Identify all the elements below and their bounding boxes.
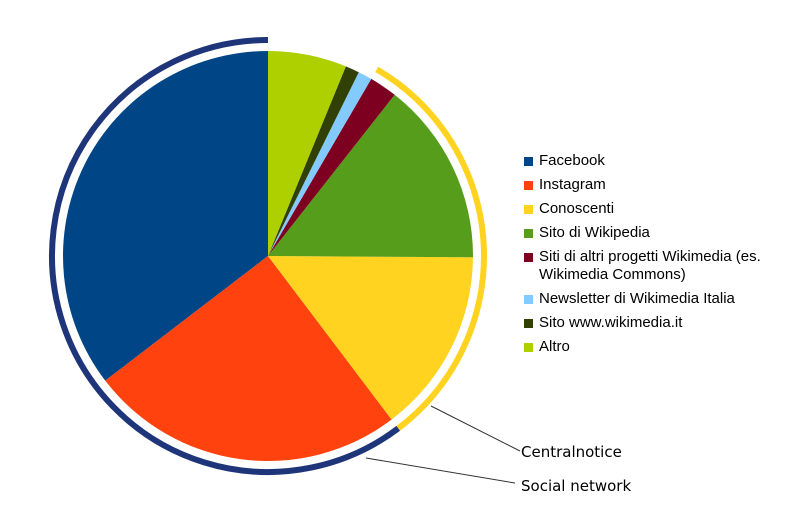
legend-swatch (524, 343, 533, 352)
legend-label: Conoscenti (539, 200, 615, 217)
pie-slices (62, 51, 473, 461)
legend-swatch (524, 229, 533, 238)
legend-swatch (524, 181, 533, 190)
legend-label: Altro (539, 338, 570, 355)
legend-item-facebook: Facebook (524, 152, 789, 170)
legend-swatch (524, 319, 533, 328)
social-network-leader-line (365, 457, 516, 484)
legend-swatch (524, 157, 533, 166)
centralnotice-label: Centralnotice (521, 443, 622, 461)
pie-slice-altro (268, 51, 346, 256)
group-arc-centralnotice (375, 66, 487, 431)
legend-label: Facebook (539, 152, 605, 169)
pie-slice-facebook (62, 51, 269, 381)
pie-slice-sito-www-wikimedia-it (268, 66, 359, 257)
legend-swatch (524, 253, 533, 262)
legend-label: Siti di altri progetti Wikimedia (es. Wi… (539, 248, 761, 283)
pie-slice-instagram (105, 256, 392, 461)
legend-label: Sito di Wikipedia (539, 224, 650, 241)
pie-slice-newsletter-di-wikimedia-italia (268, 72, 372, 256)
pie-slice-sito-di-wikipedia (268, 94, 473, 258)
legend-swatch (524, 295, 533, 304)
legend-label: Sito www.wikimedia.it (539, 314, 683, 331)
legend-label: Newsletter di Wikimedia Italia (539, 290, 735, 307)
legend-item-altri-progetti: Siti di altri progetti Wikimedia (es. Wi… (524, 248, 789, 284)
legend-item-conoscenti: Conoscenti (524, 200, 789, 218)
legend-item-newsletter: Newsletter di Wikimedia Italia (524, 290, 789, 308)
legend: Facebook Instagram Conoscenti Sito di Wi… (524, 152, 789, 362)
legend-item-altro: Altro (524, 338, 789, 356)
legend-swatch (524, 205, 533, 214)
pie-slice-conoscenti (268, 256, 473, 420)
legend-item-sito-wikimedia-it: Sito www.wikimedia.it (524, 314, 789, 332)
centralnotice-leader-line (430, 405, 521, 452)
legend-item-instagram: Instagram (524, 176, 789, 194)
group-arc-social-network (49, 37, 401, 475)
group-arcs (49, 37, 487, 475)
legend-item-sito-wikipedia: Sito di Wikipedia (524, 224, 789, 242)
legend-label: Instagram (539, 176, 606, 193)
social-network-label: Social network (521, 477, 631, 495)
pie-slice-siti-di-altri-progetti-wikimedia-es-wikimedia-commons (268, 78, 395, 257)
